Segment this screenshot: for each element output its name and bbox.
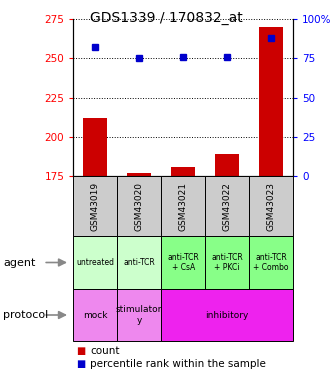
- Text: GDS1339 / 170832_at: GDS1339 / 170832_at: [90, 11, 243, 25]
- Text: GSM43019: GSM43019: [91, 182, 100, 231]
- Text: GSM43020: GSM43020: [135, 182, 144, 231]
- Text: protocol: protocol: [3, 310, 49, 320]
- Text: agent: agent: [3, 258, 36, 267]
- Bar: [215, 154, 239, 176]
- Text: anti-TCR: anti-TCR: [123, 258, 155, 267]
- Bar: [259, 27, 283, 176]
- Text: inhibitory: inhibitory: [205, 310, 249, 320]
- Text: anti-TCR
+ PKCi: anti-TCR + PKCi: [211, 253, 243, 272]
- Text: count: count: [90, 346, 120, 355]
- Bar: [127, 173, 151, 176]
- Text: untreated: untreated: [76, 258, 114, 267]
- Text: mock: mock: [83, 310, 108, 320]
- Text: GSM43023: GSM43023: [266, 182, 276, 231]
- Text: GSM43022: GSM43022: [222, 182, 232, 231]
- Text: ■: ■: [77, 346, 86, 355]
- Text: GSM43021: GSM43021: [178, 182, 188, 231]
- Text: anti-TCR
+ Combo: anti-TCR + Combo: [253, 253, 289, 272]
- Text: stimulator
y: stimulator y: [116, 305, 163, 325]
- Text: ■: ■: [77, 359, 86, 369]
- Text: percentile rank within the sample: percentile rank within the sample: [90, 359, 266, 369]
- Bar: [171, 167, 195, 176]
- Text: anti-TCR
+ CsA: anti-TCR + CsA: [167, 253, 199, 272]
- Bar: [83, 118, 107, 176]
